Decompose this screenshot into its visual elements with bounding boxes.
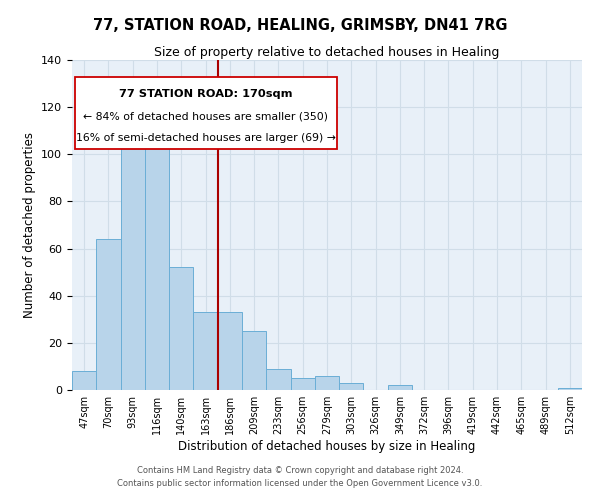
Bar <box>72 371 96 390</box>
Text: Contains HM Land Registry data © Crown copyright and database right 2024.
Contai: Contains HM Land Registry data © Crown c… <box>118 466 482 487</box>
Bar <box>169 268 193 390</box>
Text: 77, STATION ROAD, HEALING, GRIMSBY, DN41 7RG: 77, STATION ROAD, HEALING, GRIMSBY, DN41… <box>93 18 507 32</box>
Bar <box>96 239 121 390</box>
Y-axis label: Number of detached properties: Number of detached properties <box>23 132 35 318</box>
Bar <box>558 388 582 390</box>
Bar <box>290 378 315 390</box>
FancyBboxPatch shape <box>74 76 337 149</box>
Bar <box>242 331 266 390</box>
Text: 16% of semi-detached houses are larger (69) →: 16% of semi-detached houses are larger (… <box>76 133 336 143</box>
Bar <box>266 369 290 390</box>
X-axis label: Distribution of detached houses by size in Healing: Distribution of detached houses by size … <box>178 440 476 453</box>
Text: 77 STATION ROAD: 170sqm: 77 STATION ROAD: 170sqm <box>119 89 293 99</box>
Bar <box>121 147 145 390</box>
Bar <box>339 383 364 390</box>
Bar <box>193 312 218 390</box>
Bar <box>388 386 412 390</box>
Bar <box>218 312 242 390</box>
Bar <box>145 119 169 390</box>
Bar <box>315 376 339 390</box>
Text: ← 84% of detached houses are smaller (350): ← 84% of detached houses are smaller (35… <box>83 112 328 122</box>
Title: Size of property relative to detached houses in Healing: Size of property relative to detached ho… <box>154 46 500 59</box>
